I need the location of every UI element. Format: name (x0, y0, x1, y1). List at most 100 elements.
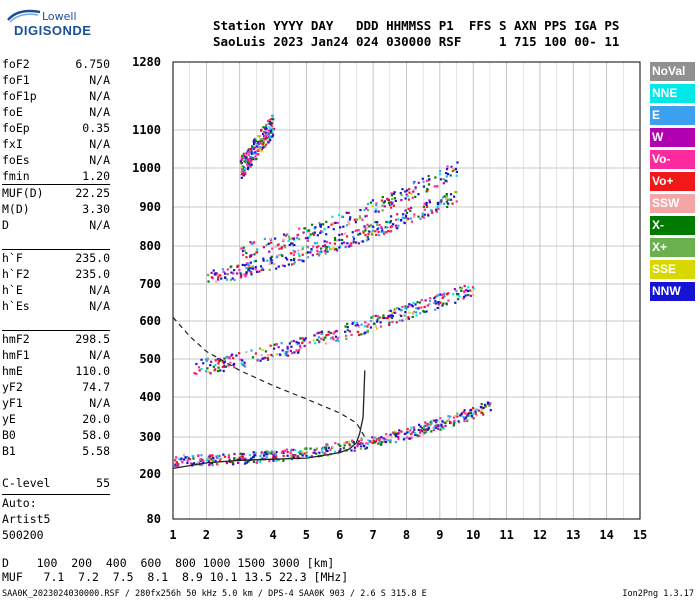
echo-point (360, 323, 363, 326)
echo-point (213, 273, 216, 276)
true-height-curve (172, 316, 366, 438)
y-tick-label: 300 (139, 430, 161, 444)
param-name: foF1 (2, 73, 30, 87)
echo-point (342, 447, 345, 450)
echo-point (404, 209, 407, 212)
echo-point (476, 408, 479, 411)
echo-point (425, 179, 429, 182)
echo-point (367, 442, 370, 445)
echo-point (398, 319, 401, 322)
echo-point (264, 143, 268, 147)
echo-point (256, 460, 259, 463)
echo-point (352, 241, 355, 244)
echo-point (223, 272, 227, 275)
echo-point (186, 461, 189, 465)
echo-point (250, 152, 253, 155)
echo-point (252, 143, 256, 146)
echo-point (417, 428, 420, 432)
echo-point (254, 151, 257, 154)
echo-point (274, 456, 277, 459)
echo-point (388, 323, 391, 326)
echo-point (378, 438, 381, 441)
echo-point (357, 229, 360, 232)
echo-point (209, 455, 212, 458)
echo-point (423, 305, 426, 309)
echo-point (404, 307, 407, 310)
echo-point (369, 326, 372, 329)
echo-point (249, 261, 252, 264)
echo-point (272, 127, 276, 131)
echo-point (256, 148, 259, 151)
echo-point (192, 462, 196, 465)
echo-point (250, 163, 253, 166)
echo-point (267, 129, 270, 132)
echo-point (240, 176, 243, 179)
echo-point (283, 244, 286, 247)
echo-point (436, 427, 440, 430)
echo-point (354, 324, 357, 327)
echo-point (232, 272, 235, 275)
echo-point (210, 271, 213, 275)
echo-point (419, 217, 422, 221)
parameter-panel: foF2 6.750 foF1 N/A foF1p N/A foE N/A foEp 0.35 fx… (2, 56, 110, 543)
echo-point (300, 452, 304, 455)
echo-point (186, 455, 189, 459)
echo-point (401, 188, 404, 191)
echo-point (228, 357, 231, 360)
echo-point (286, 258, 289, 261)
echo-point (434, 176, 437, 179)
echo-point (348, 330, 351, 333)
echo-point (333, 248, 336, 251)
echo-point (467, 293, 470, 297)
echo-point (471, 406, 475, 410)
echo-point (398, 313, 402, 316)
echo-point (444, 421, 447, 424)
echo-point (292, 339, 295, 343)
echo-point (325, 334, 328, 337)
echo-point (361, 240, 365, 243)
echo-point (408, 437, 411, 440)
echo-point (406, 189, 409, 192)
echo-point (244, 157, 247, 160)
echo-point (391, 311, 394, 314)
echo-point (292, 253, 295, 256)
distance-row: D 100 200 400 600 800 1000 1500 3000 [km… (2, 556, 335, 570)
echo-point (445, 197, 448, 200)
echo-point (270, 255, 273, 258)
echo-point (426, 304, 430, 307)
echo-point (372, 322, 376, 325)
echo-point (273, 450, 276, 453)
echo-point (437, 202, 440, 205)
echo-point (429, 297, 432, 300)
echo-point (227, 453, 230, 457)
echo-point (183, 458, 186, 461)
echo-point (250, 150, 253, 153)
echo-point (376, 318, 379, 321)
echo-point (454, 167, 457, 171)
echo-point (427, 174, 430, 178)
echo-point (363, 208, 366, 212)
echo-point (316, 338, 319, 341)
echo-point (482, 413, 485, 416)
echo-point (212, 456, 215, 460)
echo-point (299, 452, 302, 455)
echo-point (291, 352, 294, 355)
echo-point (431, 211, 434, 214)
echo-point (241, 247, 244, 250)
echo-point (398, 429, 401, 432)
echo-point (245, 251, 248, 255)
echo-point (323, 240, 326, 243)
echo-point (363, 332, 366, 335)
echo-point (452, 416, 456, 419)
echo-point (177, 463, 180, 466)
echo-point (277, 458, 280, 461)
echo-point (305, 451, 308, 454)
echo-point (400, 430, 403, 433)
param-value: 235.0 (75, 267, 110, 281)
echo-point (482, 406, 485, 410)
echo-point (246, 168, 249, 171)
echo-point (265, 456, 268, 459)
echo-point (395, 321, 398, 324)
auto-scaling-text: 500200 (2, 528, 44, 542)
echo-point (341, 215, 344, 218)
